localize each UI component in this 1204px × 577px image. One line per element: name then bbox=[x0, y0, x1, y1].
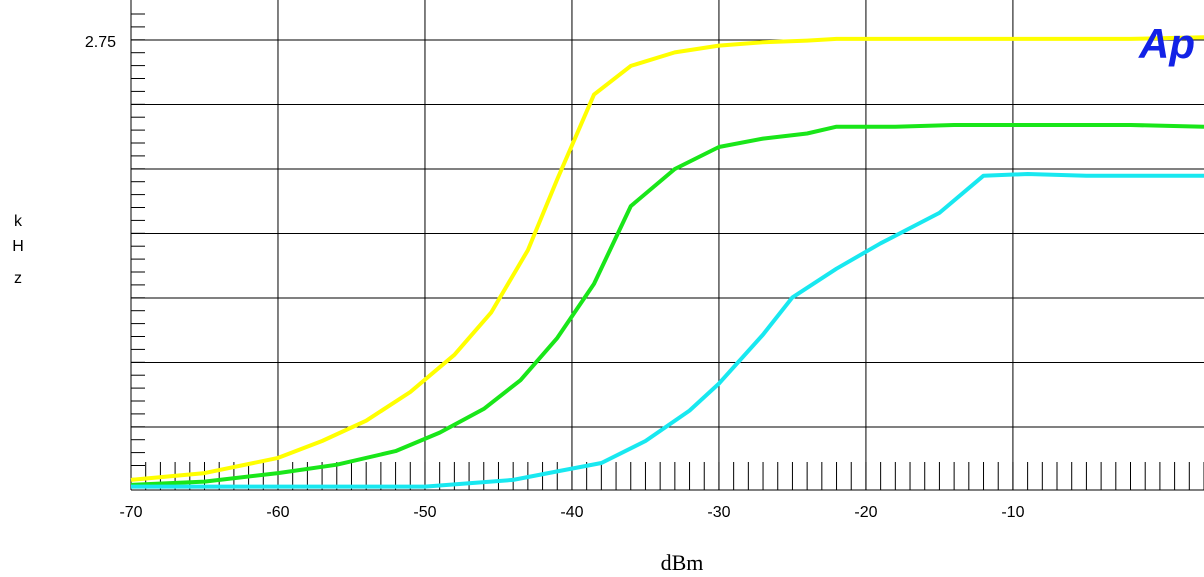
y-unit-letter-3: z bbox=[14, 270, 22, 287]
axis-labels: -70 -60 -50 -40 -30 -20 -10 bbox=[119, 504, 1024, 521]
series-line-1 bbox=[131, 37, 1204, 480]
y-unit-letter-2: H bbox=[12, 238, 24, 255]
x-tick-label: -10 bbox=[1001, 504, 1024, 521]
x-axis-label: dBm bbox=[661, 550, 704, 575]
y-minor-ticks bbox=[131, 14, 145, 478]
x-tick-label: -60 bbox=[266, 504, 289, 521]
series-line-2 bbox=[131, 125, 1204, 485]
x-tick-label: -50 bbox=[413, 504, 436, 521]
x-tick-label: -40 bbox=[560, 504, 583, 521]
x-tick-label: -70 bbox=[119, 504, 142, 521]
x-tick-label: -20 bbox=[854, 504, 877, 521]
x-tick-label: -30 bbox=[707, 504, 730, 521]
logo-text: Ap bbox=[1138, 20, 1195, 67]
chart-grid bbox=[131, 0, 1204, 490]
y-tick-label: 2.75 bbox=[85, 34, 116, 51]
y-unit-letter-1: k bbox=[14, 213, 23, 230]
series-line-3 bbox=[131, 174, 1204, 487]
